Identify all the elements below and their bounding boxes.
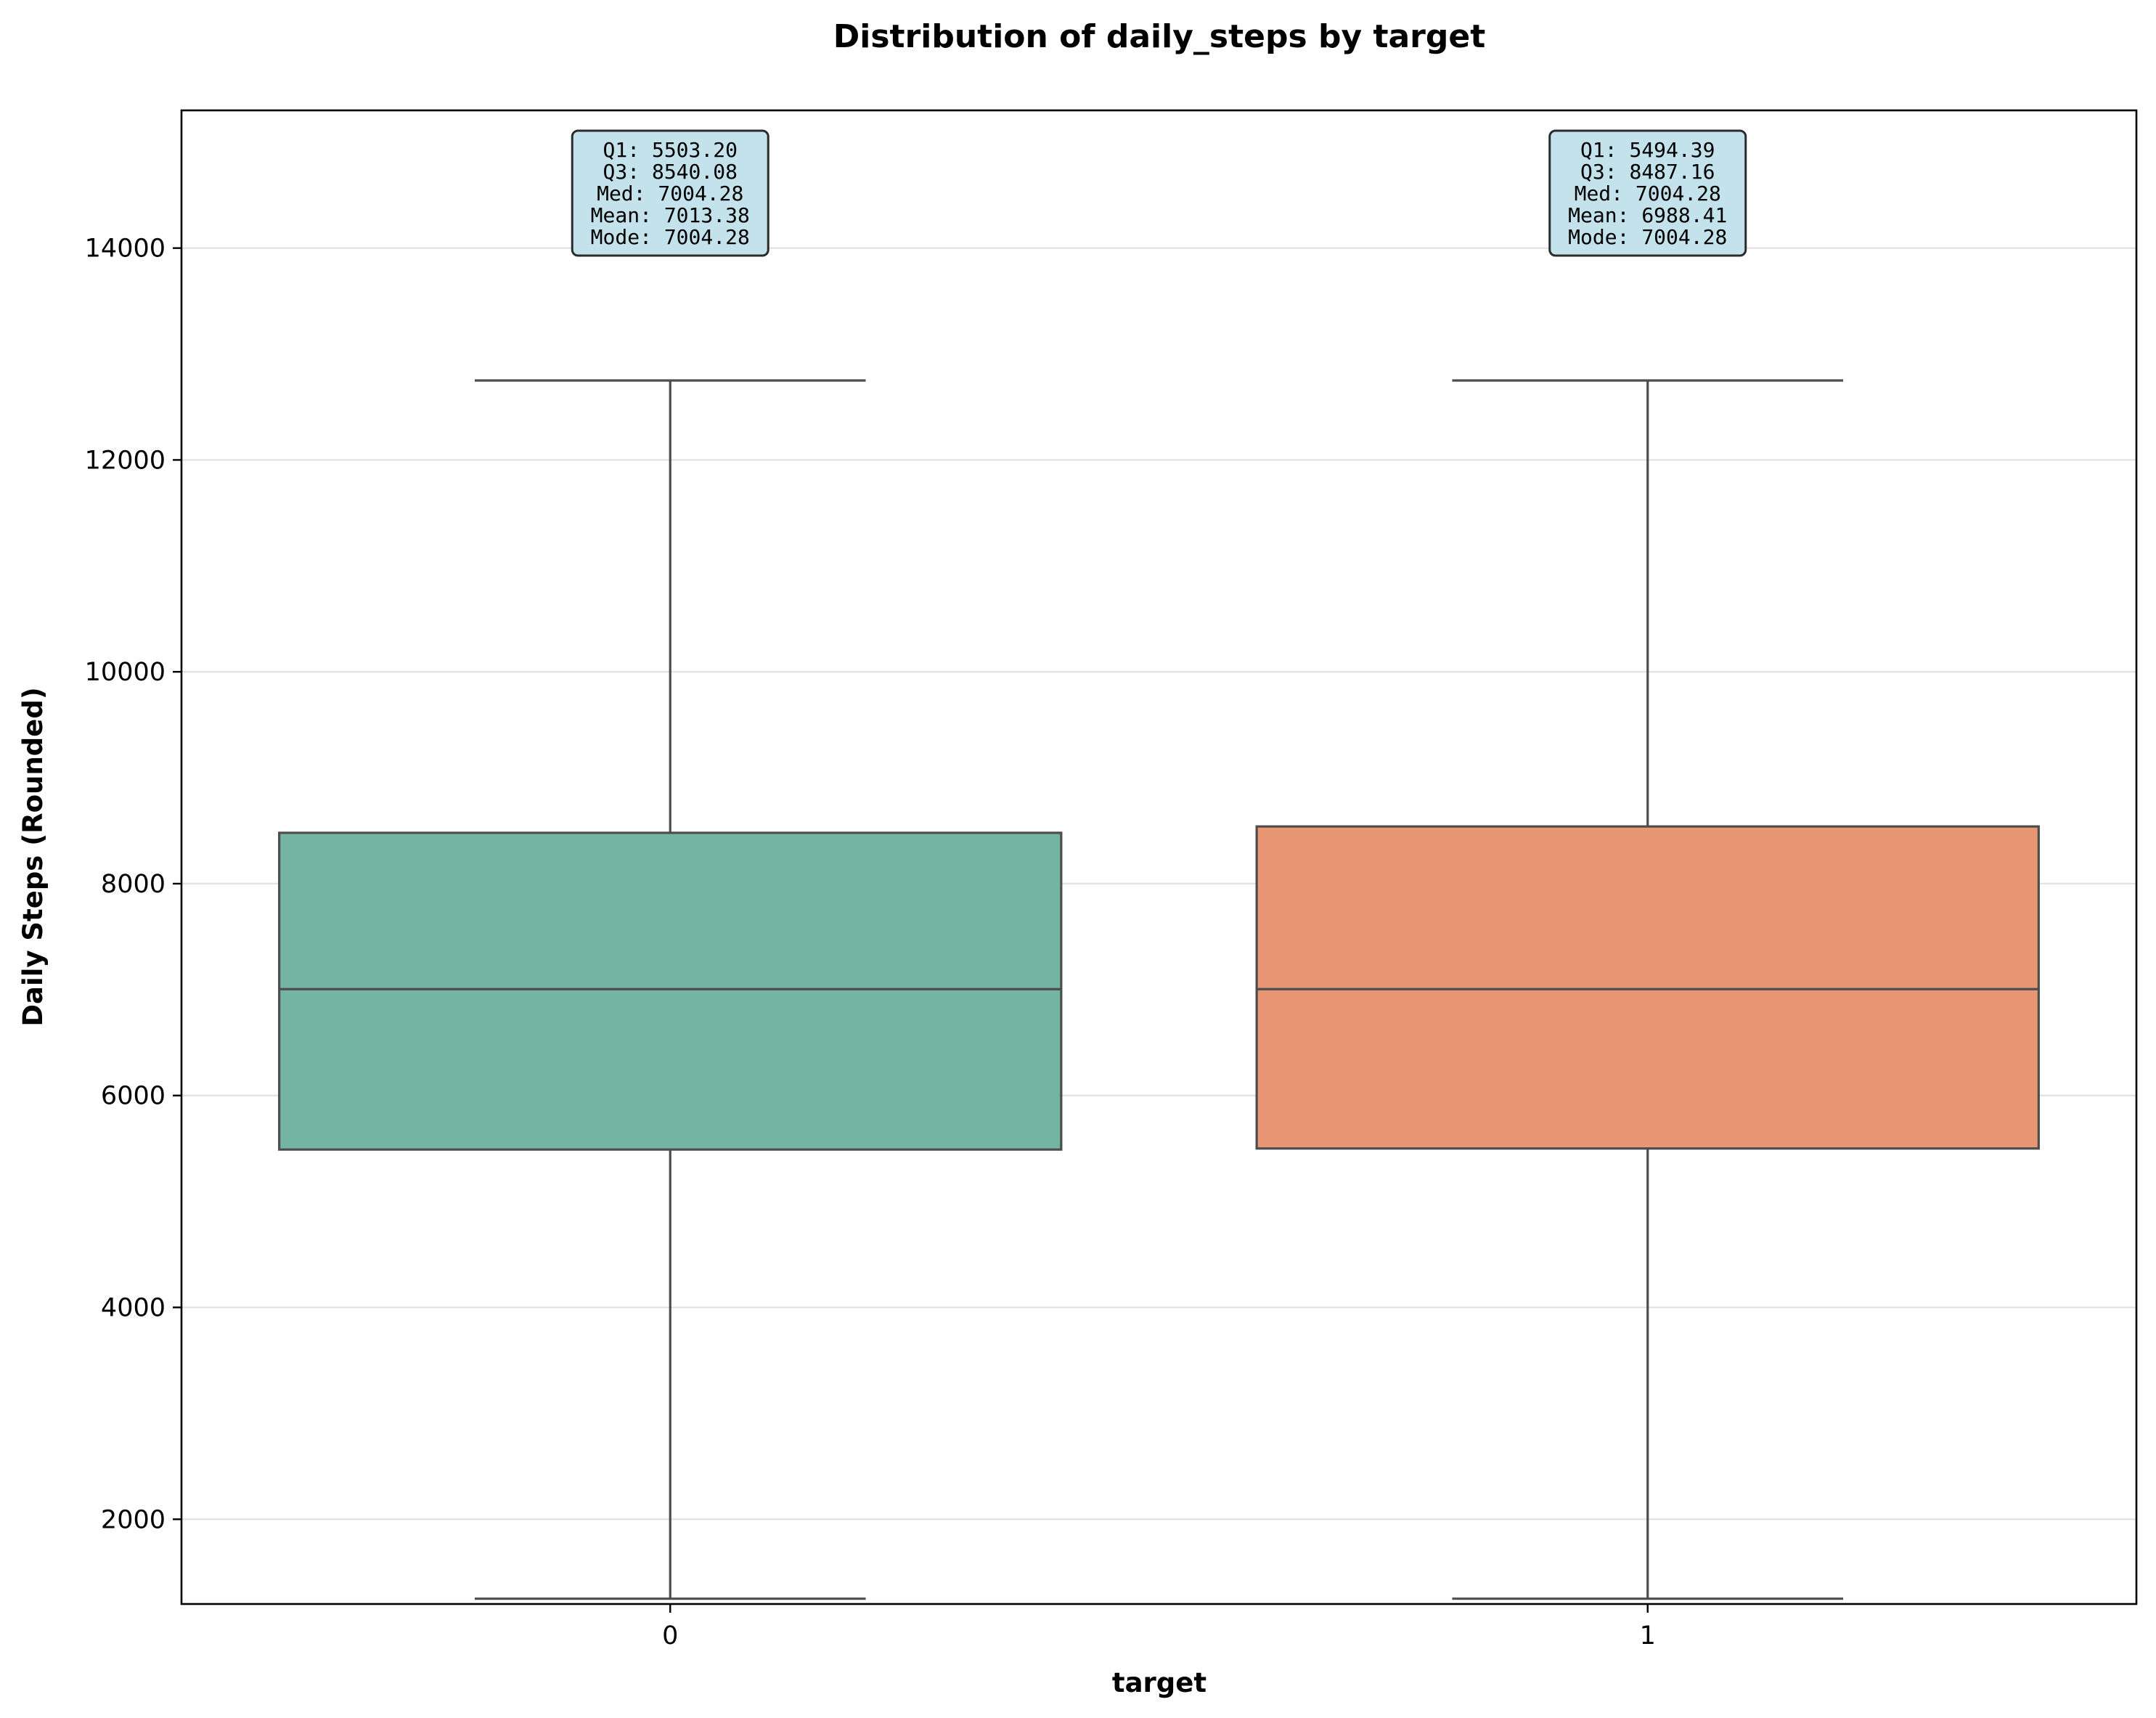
- x-tick-label: 1: [1640, 1621, 1656, 1650]
- stats-line: Q3: 8487.16: [1580, 160, 1715, 184]
- y-tick-label: 8000: [101, 870, 166, 899]
- x-tick-label: 0: [662, 1621, 678, 1650]
- stats-line: Q1: 5494.39: [1580, 138, 1715, 162]
- iqr-box: [1255, 825, 2040, 1150]
- y-tick-label: 6000: [101, 1082, 166, 1111]
- stats-line: Q1: 5503.20: [603, 138, 738, 162]
- y-tick-label: 2000: [101, 1505, 166, 1534]
- plot-frame: [180, 109, 2138, 1605]
- x-axis-label: target: [1112, 1667, 1206, 1698]
- y-tick-label: 12000: [85, 446, 166, 475]
- stats-line: Mode: 7004.28: [1568, 225, 1727, 249]
- box-series: [278, 379, 2040, 1600]
- iqr-box: [278, 831, 1063, 1151]
- stats-box-background: [571, 129, 769, 257]
- y-axis-label: Daily Steps (Rounded): [17, 687, 49, 1026]
- chart-title: Distribution of daily_steps by target: [833, 18, 1486, 55]
- y-tick-label: 4000: [101, 1294, 166, 1323]
- box-group-1: [1255, 379, 2040, 1600]
- stats-line: Mean: 7013.38: [591, 203, 750, 227]
- y-tick-label: 10000: [85, 658, 166, 687]
- box-group-0: [278, 379, 1063, 1600]
- stats-line: Mean: 6988.41: [1568, 203, 1727, 227]
- y-tick-label: 14000: [85, 235, 166, 264]
- stats-line: Med: 7004.28: [1575, 182, 1721, 205]
- stats-line: Q3: 8540.08: [603, 160, 738, 184]
- y-axis-ticks: 2000 4000 6000 8000 10000 12000 14000: [85, 235, 181, 1534]
- stats-box-background: [1548, 129, 1747, 257]
- stats-line: Mode: 7004.28: [591, 225, 750, 249]
- stats-line: Med: 7004.28: [597, 182, 743, 205]
